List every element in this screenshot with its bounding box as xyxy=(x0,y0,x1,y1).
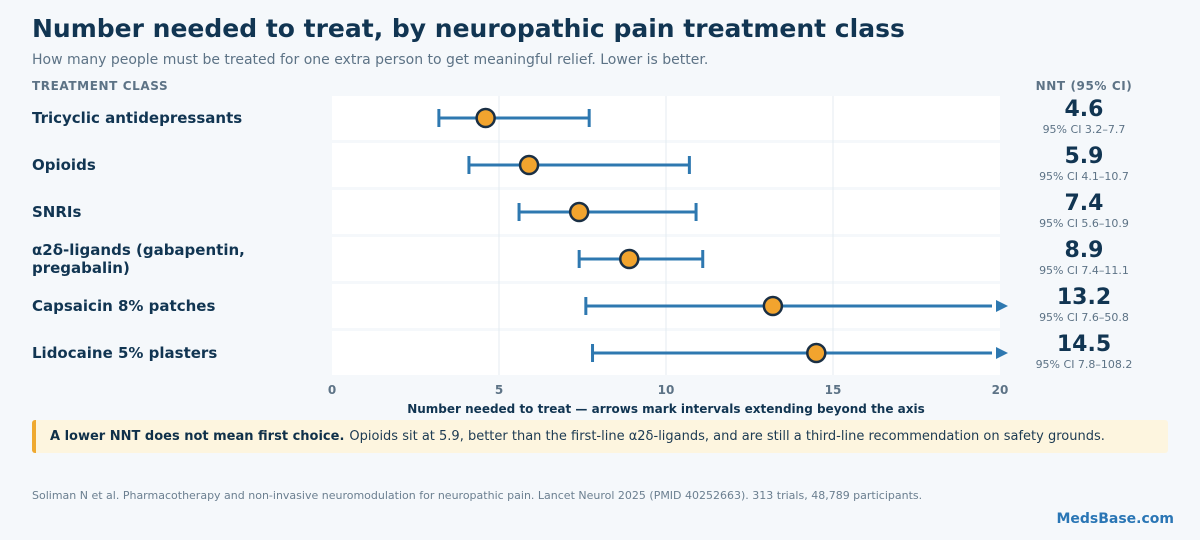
x-tick-label: 15 xyxy=(825,383,842,397)
chart-subtitle: How many people must be treated for one … xyxy=(32,52,709,68)
nnt-value: 5.9 xyxy=(1064,144,1104,169)
nnt-value: 4.6 xyxy=(1064,97,1104,122)
nnt-cell: 4.6 95% CI 3.2–7.7 xyxy=(1000,97,1168,137)
nnt-cell: 8.9 95% CI 7.4–11.1 xyxy=(1000,238,1168,278)
nnt-ci-text: 95% CI 7.6–50.8 xyxy=(1039,311,1129,324)
nnt-ci-text: 95% CI 7.4–11.1 xyxy=(1039,264,1129,277)
x-axis-label: Number needed to treat — arrows mark int… xyxy=(407,402,925,416)
nnt-ci-text: 95% CI 5.6–10.9 xyxy=(1039,217,1129,230)
forest-plot: 0 5 10 15 20 Number needed to treat — arrows … xyxy=(328,96,1009,416)
source-citation: Soliman N et al. Pharmacotherapy and non… xyxy=(32,489,923,502)
nnt-cell: 7.4 95% CI 5.6–10.9 xyxy=(1000,191,1168,231)
nnt-cell: 5.9 95% CI 4.1–10.7 xyxy=(1000,144,1168,184)
row-label: Lidocaine 5% plasters xyxy=(32,344,218,362)
row-label: SNRIs xyxy=(32,203,82,221)
row-label: Opioids xyxy=(32,156,96,174)
nnt-heading: NNT (95% CI) xyxy=(1035,79,1133,93)
brand-logo[interactable]: MedsBase.com xyxy=(1056,511,1174,527)
x-tick-label: 10 xyxy=(658,383,675,397)
point-estimate xyxy=(568,201,590,223)
ci-arrow xyxy=(996,347,1008,359)
nnt-value: 7.4 xyxy=(1064,191,1104,216)
chart-title: Number needed to treat, by neuropathic p… xyxy=(32,14,905,43)
callout-note: A lower NNT does not mean first choice. … xyxy=(32,420,1168,453)
x-tick-label: 0 xyxy=(328,383,336,397)
point-estimate xyxy=(475,107,496,129)
nnt-cell: 14.5 95% CI 7.8–108.2 xyxy=(1000,332,1168,372)
row-label: Capsaicin 8% patches xyxy=(32,297,216,315)
nnt-cell: 13.2 95% CI 7.6–50.8 xyxy=(1000,285,1168,325)
nnt-ci-text: 95% CI 4.1–10.7 xyxy=(1039,170,1129,183)
row-label: Tricyclic antidepressants xyxy=(32,109,243,127)
x-tick-label: 5 xyxy=(495,383,503,397)
nnt-value: 8.9 xyxy=(1064,238,1104,263)
point-estimate xyxy=(806,342,827,364)
nnt-ci-text: 95% CI 7.8–108.2 xyxy=(1035,358,1133,371)
point-estimate xyxy=(762,295,784,317)
point-estimate xyxy=(518,154,540,176)
point-estimate xyxy=(619,248,640,270)
nnt-value: 14.5 xyxy=(1056,332,1112,357)
callout-text: Opioids sit at 5.9, better than the firs… xyxy=(349,429,1105,444)
nnt-value: 13.2 xyxy=(1056,285,1112,310)
x-tick-label: 20 xyxy=(992,383,1009,397)
nnt-ci-text: 95% CI 3.2–7.7 xyxy=(1042,123,1126,136)
callout-bold: A lower NNT does not mean first choice. xyxy=(50,429,345,444)
row-label: α2δ-ligands (gabapentin, pregabalin) xyxy=(32,241,245,277)
ci-arrow xyxy=(996,300,1008,312)
treatment-class-heading: TREATMENT CLASS xyxy=(32,79,169,93)
